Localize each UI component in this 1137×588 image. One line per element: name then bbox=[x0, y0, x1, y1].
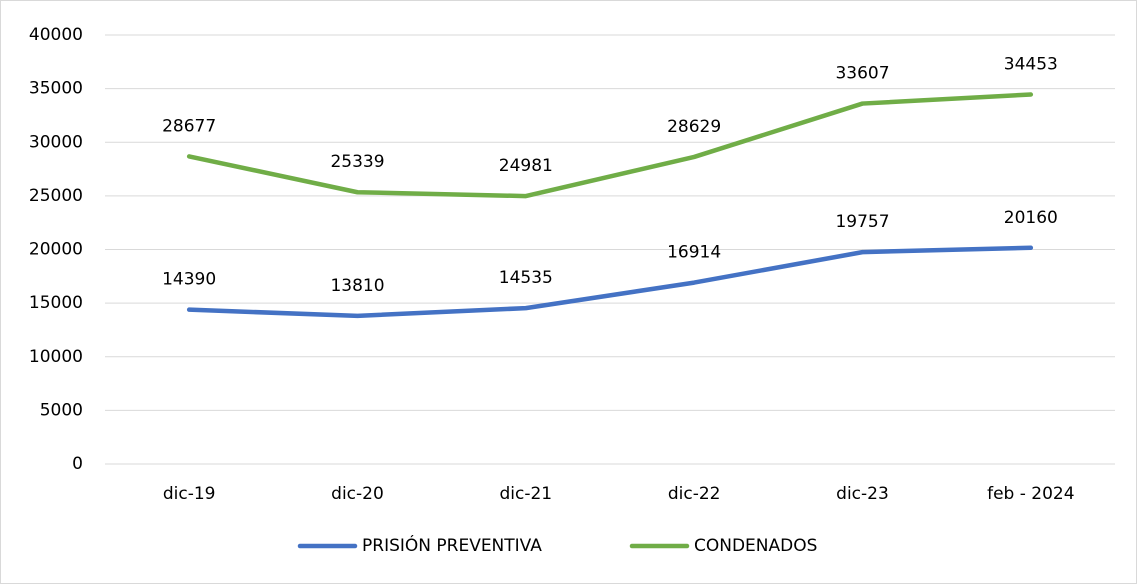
y-tick-label: 40000 bbox=[29, 25, 83, 45]
data-label: 33607 bbox=[835, 64, 889, 84]
data-label: 20160 bbox=[1004, 208, 1058, 228]
y-tick-label: 20000 bbox=[29, 240, 83, 260]
series-line bbox=[186, 92, 1034, 199]
x-tick-label: dic-20 bbox=[331, 484, 384, 504]
y-tick-label: 15000 bbox=[29, 293, 83, 313]
y-tick-label: 35000 bbox=[29, 79, 83, 99]
x-tick-label: dic-22 bbox=[668, 484, 721, 504]
data-label: 13810 bbox=[330, 276, 384, 296]
y-tick-label: 5000 bbox=[40, 400, 83, 420]
x-tick-label: feb - 2024 bbox=[987, 484, 1074, 504]
legend-label: CONDENADOS bbox=[694, 536, 817, 556]
data-label: 19757 bbox=[835, 212, 889, 232]
y-tick-label: 10000 bbox=[29, 347, 83, 367]
data-label: 34453 bbox=[1004, 54, 1058, 74]
x-tick-label: dic-23 bbox=[836, 484, 889, 504]
x-tick-label: dic-21 bbox=[500, 484, 553, 504]
x-tick-label: dic-19 bbox=[163, 484, 216, 504]
legend-label: PRISIÓN PREVENTIVA bbox=[362, 534, 542, 556]
data-label: 14535 bbox=[499, 268, 553, 288]
data-label: 14390 bbox=[162, 270, 216, 290]
data-label: 16914 bbox=[667, 243, 721, 263]
data-label: 24981 bbox=[499, 156, 553, 176]
data-label: 28677 bbox=[162, 116, 216, 136]
data-label: 28629 bbox=[667, 117, 721, 137]
data-label: 25339 bbox=[330, 152, 384, 172]
y-tick-label: 25000 bbox=[29, 186, 83, 206]
series-line bbox=[186, 245, 1034, 319]
y-tick-label: 0 bbox=[72, 454, 83, 474]
y-tick-label: 30000 bbox=[29, 132, 83, 152]
